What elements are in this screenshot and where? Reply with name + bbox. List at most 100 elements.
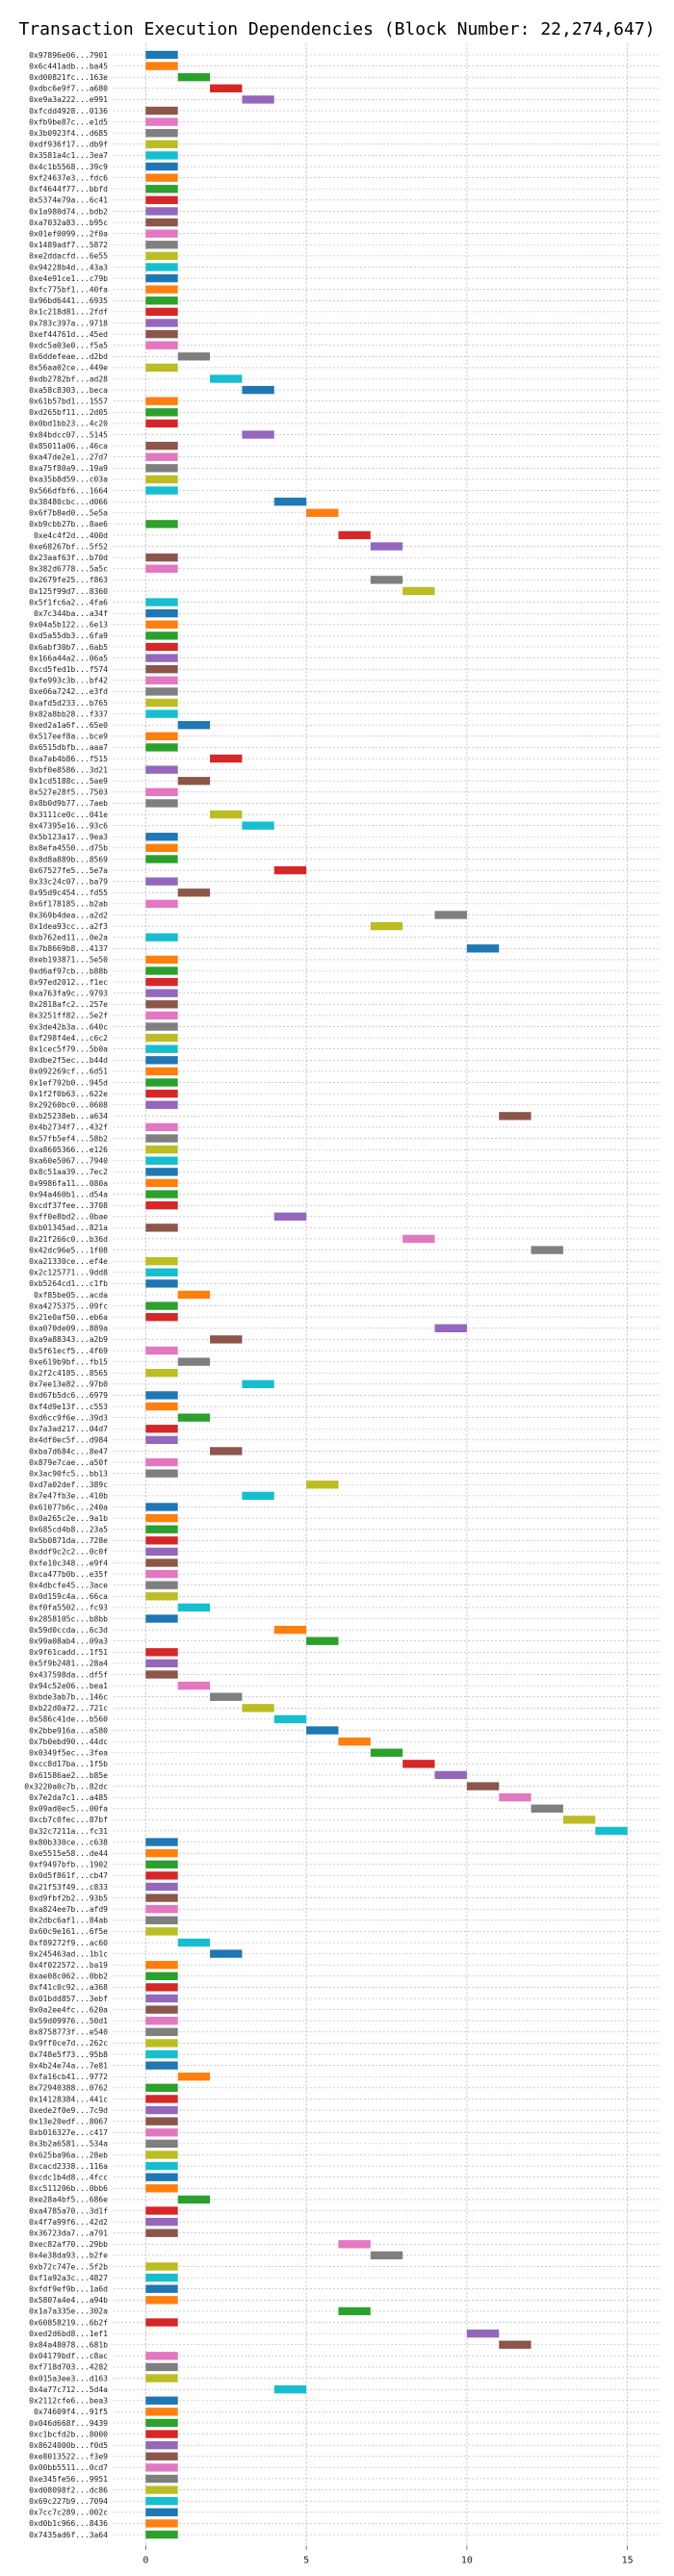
transaction-bar — [145, 162, 178, 171]
y-tick-label: 0xa4785a70...3d1f — [29, 2206, 108, 2215]
y-tick-label: 0x092269cf...6d51 — [29, 1068, 108, 1076]
transaction-bar — [145, 241, 178, 249]
transaction-bar — [370, 1748, 403, 1757]
transaction-bar — [145, 1983, 178, 1992]
x-axis: 0 5 10 15 — [143, 2545, 634, 2566]
y-tick-label: 0xe8013522...f3e9 — [29, 2453, 108, 2461]
y-tick-label: 0x3111ce0c...041e — [29, 811, 108, 819]
transaction-bar — [434, 1324, 467, 1332]
y-tick-label: 0xb5264cd1...c1fb — [29, 1279, 108, 1288]
y-tick-label: 0xfa16cb41...9772 — [29, 2073, 108, 2081]
y-tick-label: 0x97896e06...7901 — [29, 51, 108, 60]
transaction-bar — [145, 2083, 178, 2093]
transaction-bar — [145, 1122, 178, 1132]
transaction-bar — [145, 1849, 178, 1858]
transaction-bar — [145, 2318, 178, 2327]
transaction-bar — [145, 1838, 178, 1846]
y-tick-label: 0x0349f5ec...3fea — [29, 1749, 108, 1758]
y-tick-label: 0xbde3ab7b...146c — [29, 1693, 108, 1702]
y-tick-label: 0x9986fa11...080a — [29, 1179, 108, 1188]
transaction-bar — [177, 777, 211, 786]
transaction-bar — [145, 2463, 178, 2472]
y-tick-label: 0xe4c4f2d...400d — [34, 531, 108, 540]
y-tick-label: 0xa35b8d59...c03a — [29, 476, 108, 484]
transaction-bar — [145, 1893, 178, 1902]
transaction-bar — [145, 1134, 178, 1143]
transaction-bar — [145, 933, 178, 941]
transaction-bar — [145, 117, 178, 126]
y-tick-label: 0xede2f0e9...7c9d — [29, 2106, 108, 2115]
transaction-bar — [145, 977, 178, 987]
y-tick-label: 0x09ad0ec5...00fa — [29, 1805, 108, 1814]
transaction-bar — [145, 106, 178, 116]
transaction-bar — [370, 921, 403, 931]
transaction-bar — [145, 598, 178, 606]
y-tick-label: 0x5374e79a...6c41 — [29, 196, 108, 205]
transaction-bar — [145, 732, 178, 740]
y-tick-label: 0x21e0af50...eb6a — [29, 1313, 108, 1322]
y-tick-label: 0x3b2a6581...534a — [29, 2140, 108, 2149]
transaction-bar — [145, 709, 178, 718]
y-tick-label: 0x6f178185...b2ab — [29, 900, 108, 909]
transaction-bar — [210, 1692, 243, 1701]
transaction-bar — [210, 754, 243, 763]
y-tick-label: 0xf85be05...acda — [34, 1291, 108, 1300]
transaction-bar — [145, 1860, 178, 1868]
transaction-bar — [306, 508, 339, 517]
transaction-bar — [145, 1536, 178, 1545]
transaction-bar — [145, 452, 178, 461]
transaction-bar — [145, 2139, 178, 2149]
transaction-bar — [145, 273, 178, 283]
transaction-bar — [562, 1816, 596, 1824]
grid-layer — [114, 43, 660, 2546]
y-tick-label: 0xe619b9bf...fb15 — [29, 1357, 108, 1366]
transaction-bar — [145, 1871, 178, 1880]
y-tick-label: 0xd265bf11...2d05 — [29, 408, 108, 417]
transaction-bar — [145, 2508, 178, 2516]
transaction-bar — [338, 2240, 371, 2249]
chart-title: Transaction Execution Dependencies (Bloc… — [18, 19, 656, 39]
y-tick-label: 0x5f9b2481...28a4 — [29, 1660, 108, 1668]
y-tick-label: 0x748e5f73...95b8 — [29, 2050, 108, 2059]
y-tick-label: 0x29260bc0...0608 — [29, 1101, 108, 1110]
y-tick-label: 0x6c441adb...ba45 — [29, 62, 108, 70]
transaction-bar — [145, 1168, 178, 1176]
transaction-bar — [499, 1112, 531, 1121]
transaction-bar — [145, 1100, 178, 1109]
transaction-bar — [145, 2408, 178, 2416]
y-tick-label: 0xd0b1c966...8436 — [29, 2519, 108, 2528]
transaction-bar — [145, 631, 178, 640]
y-tick-label: 0x97ed2012...f1ec — [29, 978, 108, 987]
transaction-bar — [145, 1648, 178, 1657]
y-tick-label: 0xdbc6e9f7...a680 — [29, 85, 108, 93]
transaction-bar — [145, 855, 178, 863]
y-tick-label: 0xec82af70...29bb — [29, 2240, 108, 2249]
y-tick-label: 0x1a980d74...bdb2 — [29, 207, 108, 216]
transaction-bar — [145, 1200, 178, 1210]
y-tick-label: 0x36723da7...a791 — [29, 2229, 108, 2238]
y-tick-label: 0xcacd2338...116a — [29, 2162, 108, 2171]
transaction-bar — [145, 1961, 178, 1970]
y-tick-label: 0x3b0923f4...d685 — [29, 129, 108, 138]
y-tick-label: 0x82a8bb28...f337 — [29, 709, 108, 718]
y-tick-label: 0x8758773f...e540 — [29, 2028, 108, 2037]
transaction-bar — [145, 877, 178, 886]
transaction-bar — [273, 1212, 307, 1221]
y-tick-label: 0x21f53f49...c833 — [29, 1883, 108, 1892]
y-tick-label: 0x74609f4...91f5 — [34, 2408, 108, 2416]
y-tick-label: 0xed2a1a6f...65e0 — [29, 721, 108, 730]
transaction-bar — [145, 2418, 178, 2428]
y-tick-label: 0x245463ad...1b1c — [29, 1949, 108, 1958]
transaction-bar — [531, 1246, 563, 1254]
y-tick-label: 0xfc775bf1...40fa — [29, 285, 108, 294]
y-tick-label: 0xd00821fc...163e — [29, 73, 108, 82]
y-tick-label: 0x0a265c2e...9a1b — [29, 1514, 108, 1523]
transaction-bar — [145, 1257, 178, 1266]
transaction-bar — [145, 2519, 178, 2528]
transaction-bar — [145, 1033, 178, 1043]
y-tick-label: 0x437598da...df5f — [29, 1670, 108, 1679]
y-tick-label: 0xa21330ce...ef4e — [29, 1257, 108, 1266]
y-tick-label: 0x1f2f0b63...622e — [29, 1090, 108, 1098]
transaction-bar — [145, 564, 178, 573]
